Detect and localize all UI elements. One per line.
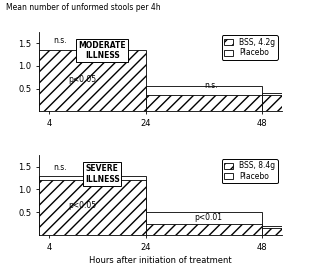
Text: n.s.: n.s. xyxy=(204,81,218,89)
Bar xyxy=(262,96,282,111)
X-axis label: Hours after initiation of treatment: Hours after initiation of treatment xyxy=(89,256,232,264)
Bar xyxy=(146,212,262,235)
Text: MODERATE
ILLNESS: MODERATE ILLNESS xyxy=(78,41,126,60)
Text: Mean number of unformed stools per 4h: Mean number of unformed stools per 4h xyxy=(6,3,161,12)
Bar xyxy=(39,176,146,235)
Bar xyxy=(146,86,262,111)
Bar xyxy=(39,86,146,111)
Bar xyxy=(146,96,262,111)
Bar xyxy=(262,93,282,111)
Text: n.s.: n.s. xyxy=(54,36,67,45)
Text: p<0.01: p<0.01 xyxy=(194,213,222,222)
Bar xyxy=(262,226,282,235)
Bar xyxy=(39,50,146,111)
Legend: BSS, 4.2g, Placebo: BSS, 4.2g, Placebo xyxy=(222,35,278,60)
Text: p<0.05: p<0.05 xyxy=(68,75,96,84)
Text: n.s.: n.s. xyxy=(54,163,67,172)
Bar xyxy=(146,224,262,235)
Bar xyxy=(262,228,282,235)
Bar xyxy=(39,180,146,235)
Text: p<0.05: p<0.05 xyxy=(68,201,96,210)
Legend: BSS, 8.4g, Placebo: BSS, 8.4g, Placebo xyxy=(222,159,278,183)
Text: SEVERE
ILLNESS: SEVERE ILLNESS xyxy=(85,164,120,184)
